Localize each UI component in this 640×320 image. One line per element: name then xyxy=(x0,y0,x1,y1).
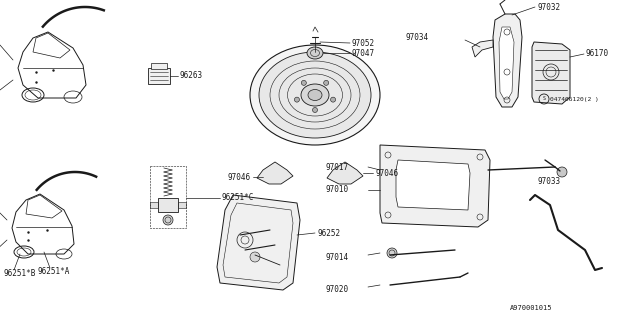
Text: 97047: 97047 xyxy=(352,49,375,58)
Circle shape xyxy=(294,97,300,102)
Text: 97017: 97017 xyxy=(325,163,348,172)
Text: 96252: 96252 xyxy=(317,228,340,237)
Text: 97020: 97020 xyxy=(325,285,348,294)
Circle shape xyxy=(163,215,173,225)
Polygon shape xyxy=(217,195,300,290)
Text: 97010: 97010 xyxy=(325,186,348,195)
Text: A970001015: A970001015 xyxy=(510,305,552,311)
Circle shape xyxy=(250,252,260,262)
Text: 96170: 96170 xyxy=(586,50,609,59)
Polygon shape xyxy=(499,27,514,99)
Circle shape xyxy=(312,108,317,113)
Text: 96251*C: 96251*C xyxy=(222,194,254,203)
Ellipse shape xyxy=(250,45,380,145)
Text: 96263: 96263 xyxy=(180,71,203,81)
Ellipse shape xyxy=(308,90,322,100)
Ellipse shape xyxy=(259,52,371,138)
Polygon shape xyxy=(396,160,470,210)
Circle shape xyxy=(331,97,335,102)
Circle shape xyxy=(324,80,329,85)
Ellipse shape xyxy=(307,47,323,59)
Polygon shape xyxy=(472,40,493,57)
Text: 96251*B: 96251*B xyxy=(4,269,36,278)
Text: 97052: 97052 xyxy=(352,38,375,47)
Polygon shape xyxy=(493,14,522,107)
Bar xyxy=(148,68,170,84)
Circle shape xyxy=(557,167,567,177)
Ellipse shape xyxy=(301,84,329,106)
Polygon shape xyxy=(327,162,363,184)
Circle shape xyxy=(301,80,307,85)
Polygon shape xyxy=(532,42,570,104)
Text: 97034: 97034 xyxy=(405,34,428,43)
Polygon shape xyxy=(257,162,293,184)
Text: 97032: 97032 xyxy=(537,3,560,12)
Text: 97046: 97046 xyxy=(228,172,251,181)
Text: 047406120(2 ): 047406120(2 ) xyxy=(550,97,599,101)
Text: 97014: 97014 xyxy=(325,252,348,261)
Polygon shape xyxy=(178,202,186,208)
Polygon shape xyxy=(380,145,490,227)
Text: S: S xyxy=(543,97,545,101)
Text: 96251*A: 96251*A xyxy=(37,268,69,276)
Bar xyxy=(151,63,167,69)
Text: 97033: 97033 xyxy=(538,178,561,187)
Circle shape xyxy=(387,248,397,258)
Text: 97046: 97046 xyxy=(375,169,398,178)
Bar xyxy=(158,198,178,212)
Polygon shape xyxy=(150,202,158,208)
